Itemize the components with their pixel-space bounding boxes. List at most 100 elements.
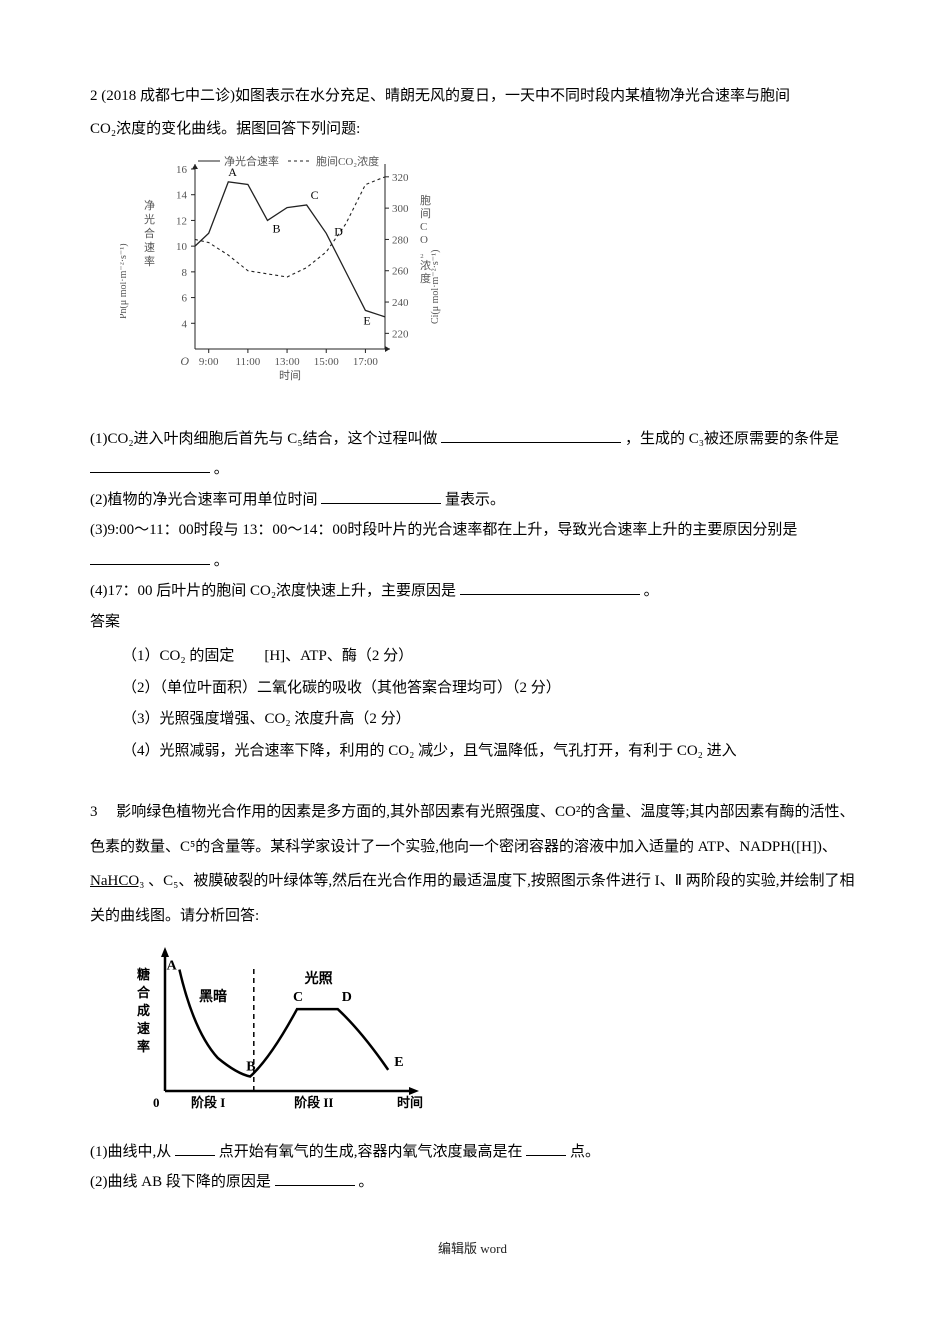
svg-text:₂: ₂: [420, 247, 424, 259]
question-2: 2 (2018 成都七中二诊)如图表示在水分充足、晴朗无风的夏日，一天中不同时段…: [90, 82, 855, 765]
q3-sub1: (1)曲线中,从 点开始有氧气的生成,容器内氧气浓度最高是在 点。: [90, 1138, 855, 1167]
blank-field[interactable]: [526, 1140, 566, 1156]
q3-sub2: (2)曲线 AB 段下降的原因是 。: [90, 1168, 855, 1197]
chart2-svg: A B C D E 0 阶段 I 阶段 II 时间 糖合成速率 黑暗 光照: [120, 941, 430, 1121]
svg-text:220: 220: [392, 328, 409, 340]
page-footer: 编辑版 word: [90, 1237, 855, 1262]
answer-4: （4）光照减弱，光合速率下降，利用的 CO₂ 减少，且气温降低，气孔打开，有利于…: [122, 737, 855, 766]
svg-text:D: D: [334, 224, 343, 238]
svg-text:9:00: 9:00: [199, 356, 219, 368]
q2-intro: 2 (2018 成都七中二诊)如图表示在水分充足、晴朗无风的夏日，一天中不同时段…: [90, 82, 855, 111]
svg-text:6: 6: [182, 293, 188, 305]
svg-text:速: 速: [137, 1021, 150, 1036]
svg-text:Ci(μ mol·m⁻²·s⁻¹): Ci(μ mol·m⁻²·s⁻¹): [430, 250, 441, 324]
svg-text:B: B: [272, 221, 280, 235]
q2-1-end: 。: [214, 461, 229, 477]
q3-para: 影响绿色植物光合作用的因素是多方面的,其外部因素有光照强度、CO²的含量、温度等…: [90, 804, 855, 855]
q3-paragraph: 3 影响绿色植物光合作用的因素是多方面的,其外部因素有光照强度、CO²的含量、温…: [90, 795, 855, 933]
q2-sub3: (3)9:00～11：00时段与 13：00～14：00时段叶片的光合速率都在上…: [90, 516, 855, 545]
svg-text:光: 光: [144, 212, 155, 226]
svg-text:B: B: [246, 1059, 255, 1074]
blank-field[interactable]: [175, 1140, 215, 1156]
q2-4-pre: (4)17：00 后叶片的胞间 CO₂浓度快速上升，主要原因是: [90, 583, 456, 599]
svg-text:300: 300: [392, 203, 409, 215]
svg-text:胞: 胞: [420, 194, 431, 207]
svg-text:12: 12: [176, 215, 187, 227]
svg-text:E: E: [363, 313, 370, 327]
q2-sub4: (4)17：00 后叶片的胞间 CO₂浓度快速上升，主要原因是 。: [90, 577, 855, 606]
svg-text:光照: 光照: [304, 970, 333, 987]
svg-text:阶段 II: 阶段 II: [294, 1095, 333, 1110]
q2-2-end: 量表示。: [445, 492, 505, 508]
svg-text:11:00: 11:00: [236, 356, 261, 368]
q2-text1: (2018 成都七中二诊)如图表示在水分充足、晴朗无风的夏日，一天中不同时段内某…: [101, 88, 790, 104]
blank-field[interactable]: [275, 1170, 355, 1186]
chart-photosynthesis: 净光合速率胞间CO₂浓度4681012141622024026028030032…: [120, 149, 855, 415]
q2-text2: CO₂浓度的变化曲线。据图回答下列问题:: [90, 115, 855, 144]
svg-text:E: E: [394, 1055, 403, 1070]
svg-text:A: A: [228, 165, 237, 179]
svg-text:间: 间: [420, 207, 431, 220]
svg-text:O: O: [420, 234, 428, 246]
blank-field[interactable]: [441, 427, 621, 443]
svg-text:A: A: [167, 959, 178, 974]
svg-text:13:00: 13:00: [275, 356, 301, 368]
q2-2-pre: (2)植物的净光合速率可用单位时间: [90, 492, 318, 508]
svg-text:240: 240: [392, 297, 409, 309]
q3-rest: 、C₅、被膜破裂的叶绿体等,然后在光合作用的最适温度下,按照图示条件进行 I、Ⅱ…: [90, 873, 855, 924]
svg-text:320: 320: [392, 172, 409, 184]
q2-3-pre: (3)9:00～11：00时段与 13：00～14：00时段叶片的光合速率都在上…: [90, 522, 797, 538]
svg-text:0: 0: [153, 1095, 160, 1110]
svg-text:10: 10: [176, 241, 188, 253]
svg-text:时间: 时间: [397, 1095, 423, 1110]
svg-text:黑暗: 黑暗: [199, 988, 227, 1005]
answer-2: （2）（单位叶面积）二氧化碳的吸收（其他答案合理均可）（2 分）: [122, 674, 855, 703]
answers-heading: 答案: [90, 608, 855, 637]
q2-answers: （1）CO₂ 的固定 [H]、ATP、酶（2 分） （2）（单位叶面积）二氧化碳…: [90, 642, 855, 765]
q3-number: 3: [90, 804, 98, 820]
svg-text:280: 280: [392, 234, 409, 246]
svg-text:14: 14: [176, 190, 188, 202]
svg-text:C: C: [420, 221, 427, 233]
blank-field[interactable]: [90, 549, 210, 565]
svg-text:D: D: [342, 990, 352, 1005]
q2-1-pre: (1)CO₂进入叶肉细胞后首先与 C₅结合，这个过程叫做: [90, 431, 438, 447]
q2-1-mid: ，生成的 C₃被还原需要的条件是: [625, 431, 839, 447]
q2-sub1b: 。: [90, 455, 855, 484]
q2-4-end: 。: [644, 583, 659, 599]
chart1-svg: 净光合速率胞间CO₂浓度4681012141622024026028030032…: [120, 149, 450, 404]
svg-text:4: 4: [182, 318, 188, 330]
svg-text:率: 率: [137, 1039, 150, 1054]
question-3: 3 影响绿色植物光合作用的因素是多方面的,其外部因素有光照强度、CO²的含量、温…: [90, 795, 855, 1197]
q3-1-end: 点。: [570, 1144, 600, 1160]
q3-1-pre: (1)曲线中,从: [90, 1144, 171, 1160]
q3-2-end: 。: [358, 1174, 373, 1190]
svg-text:O: O: [180, 354, 189, 368]
q2-3-end: 。: [214, 553, 229, 569]
svg-text:C: C: [311, 188, 319, 202]
chart-sugar-rate: A B C D E 0 阶段 I 阶段 II 时间 糖合成速率 黑暗 光照: [120, 941, 855, 1132]
blank-field[interactable]: [321, 488, 441, 504]
svg-text:15:00: 15:00: [314, 356, 340, 368]
q2-sub3b: 。: [90, 547, 855, 576]
q2-sub2: (2)植物的净光合速率可用单位时间 量表示。: [90, 486, 855, 515]
svg-text:16: 16: [176, 164, 188, 176]
q3-1-mid: 点开始有氧气的生成,容器内氧气浓度最高是在: [219, 1144, 523, 1160]
svg-text:速: 速: [144, 241, 155, 254]
svg-text:成: 成: [137, 1003, 150, 1018]
svg-text:胞间CO₂浓度: 胞间CO₂浓度: [316, 154, 379, 168]
svg-text:合: 合: [144, 226, 155, 240]
svg-text:C: C: [293, 990, 303, 1005]
svg-text:时间: 时间: [279, 369, 301, 382]
svg-text:260: 260: [392, 266, 409, 278]
svg-text:合: 合: [137, 985, 151, 1000]
svg-text:Pn(μ mol·m⁻²·s⁻¹): Pn(μ mol·m⁻²·s⁻¹): [120, 243, 129, 319]
svg-text:净: 净: [144, 198, 155, 212]
answer-1: （1）CO₂ 的固定 [H]、ATP、酶（2 分）: [122, 642, 855, 671]
blank-field[interactable]: [90, 457, 210, 473]
svg-text:糖: 糖: [137, 967, 150, 982]
blank-field[interactable]: [460, 579, 640, 595]
q2-sub1: (1)CO₂进入叶肉细胞后首先与 C₅结合，这个过程叫做 ，生成的 C₃被还原需…: [90, 425, 855, 454]
svg-text:阶段 I: 阶段 I: [191, 1095, 225, 1110]
q3-2-pre: (2)曲线 AB 段下降的原因是: [90, 1174, 271, 1190]
